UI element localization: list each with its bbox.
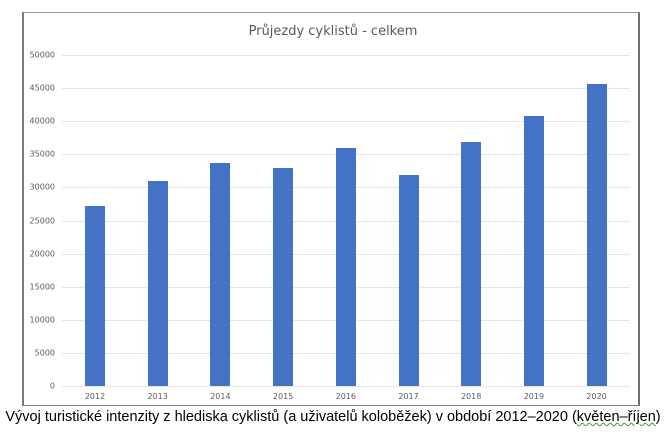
y-tick-label: 0 xyxy=(49,381,55,391)
x-tick-label: 2012 xyxy=(84,392,106,401)
y-tick-label: 10000 xyxy=(29,315,55,325)
bar-2012 xyxy=(85,205,105,386)
y-tick-label: 5000 xyxy=(34,348,55,358)
y-tick-label: 45000 xyxy=(29,83,55,93)
x-tick-label: 2013 xyxy=(147,392,168,401)
bar-2015 xyxy=(273,167,294,386)
y-tick-label: 40000 xyxy=(29,116,55,126)
y-tick-label: 35000 xyxy=(29,149,55,159)
gridline xyxy=(62,88,630,89)
bar-2016 xyxy=(335,147,356,386)
y-tick-label: 15000 xyxy=(29,282,55,292)
x-tick-label: 2016 xyxy=(335,392,356,401)
x-tick-label: 2019 xyxy=(523,392,545,401)
caption-close: ) xyxy=(655,409,661,425)
bar-2017 xyxy=(398,175,419,386)
caption-text: Vývoj turistické intenzity z hlediska cy… xyxy=(5,409,577,425)
chart-frame xyxy=(22,12,640,406)
bar-2020 xyxy=(586,84,607,386)
x-tick-label: 2020 xyxy=(586,392,607,401)
y-tick-label: 20000 xyxy=(29,249,55,259)
gridline xyxy=(62,55,630,56)
bar-2014 xyxy=(210,162,231,386)
x-tick-label: 2015 xyxy=(272,392,294,401)
caption-months: květen–říjen xyxy=(576,409,656,425)
gridline xyxy=(62,121,630,122)
bar-2019 xyxy=(523,115,544,386)
y-tick-label: 50000 xyxy=(29,50,55,60)
chart-title: Průjezdy cyklistů - celkem xyxy=(248,24,418,39)
gridline xyxy=(62,386,630,387)
x-tick-label: 2017 xyxy=(398,392,419,401)
figure-caption: Vývoj turistické intenzity z hlediska cy… xyxy=(0,409,666,425)
bar-2018 xyxy=(461,142,482,386)
x-tick-label: 2014 xyxy=(210,392,231,401)
y-tick-label: 25000 xyxy=(29,216,55,225)
x-tick-label: 2018 xyxy=(461,392,482,401)
y-tick-label: 30000 xyxy=(29,182,55,192)
bar-2013 xyxy=(147,180,168,386)
